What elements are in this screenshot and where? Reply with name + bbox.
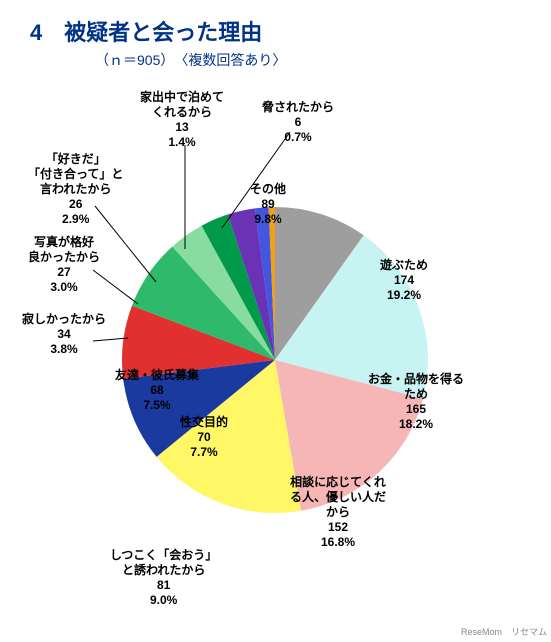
- slice-label: 家出中で泊めてくれるから131.4%: [140, 90, 224, 150]
- slice-label: 性交目的707.7%: [180, 415, 228, 460]
- slice-label: 相談に応じてくれる人、優しい人だから15216.8%: [290, 475, 386, 550]
- slice-label: 友達・彼氏募集687.5%: [115, 368, 199, 413]
- slice-label: 脅されたから60.7%: [262, 100, 334, 145]
- slice-label: 写真が格好良かったから273.0%: [28, 235, 100, 295]
- slice-label: 遊ぶため17419.2%: [380, 258, 428, 303]
- slice-label: 「好きだ」「付き合って」と言われたから262.9%: [28, 152, 123, 227]
- slice-label: お金・品物を得るため16518.2%: [368, 372, 464, 432]
- slice-label: その他899.8%: [250, 182, 286, 227]
- slice-label: 寂しかったから343.8%: [22, 312, 106, 357]
- watermark: ReseMom リセマム: [461, 625, 547, 638]
- slice-label: しつこく「会おう」と誘われたから819.0%: [110, 548, 217, 608]
